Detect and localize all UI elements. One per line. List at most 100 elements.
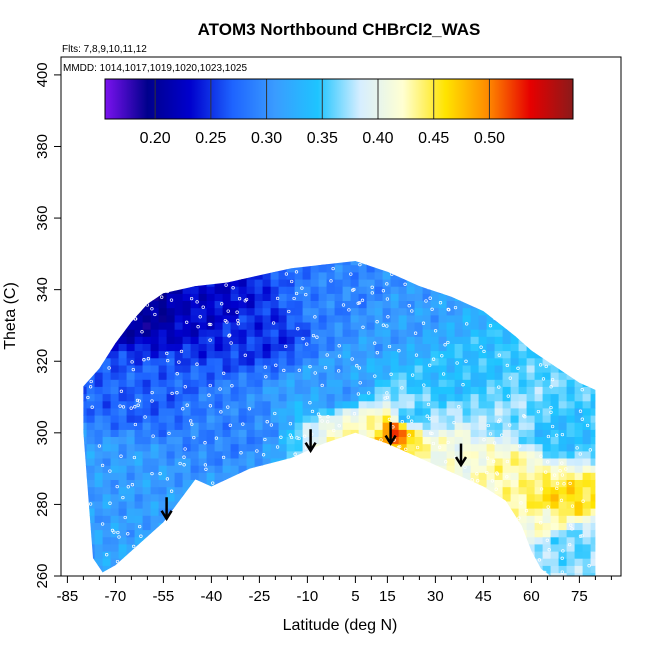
heat-cell [174, 515, 184, 523]
heat-cell [102, 436, 112, 445]
heat-cell [198, 300, 208, 309]
sample-point [369, 546, 373, 551]
heat-cell [607, 329, 616, 337]
heat-cell [502, 314, 512, 323]
sample-point [598, 416, 601, 419]
heat-cell [86, 314, 96, 323]
sample-point [442, 266, 447, 271]
heat-cell [270, 343, 280, 352]
heat-cell [526, 379, 536, 387]
heat-cell [174, 479, 184, 488]
heat-cell [83, 314, 88, 323]
heat-cell [566, 565, 576, 574]
heat-cell [206, 436, 216, 445]
heat-cell [118, 321, 128, 330]
heat-cell [126, 422, 136, 430]
heat-cell [510, 372, 520, 380]
heat-cell [414, 508, 424, 516]
sample-point [226, 405, 230, 409]
heat-cell [446, 350, 456, 359]
sample-point [339, 486, 344, 490]
sample-point [389, 566, 393, 570]
heat-cell [198, 357, 208, 366]
heat-cell [94, 429, 104, 437]
heat-cell [366, 264, 376, 273]
heat-cell [174, 414, 184, 423]
heat-cell [478, 429, 488, 437]
heat-cell [71, 558, 80, 566]
heat-cell [190, 393, 200, 402]
heat-cell [414, 450, 424, 459]
heat-cell [246, 350, 256, 359]
heat-cell [86, 479, 96, 488]
heat-cell [126, 457, 136, 466]
heat-cell [302, 372, 312, 380]
heat-cell [326, 422, 336, 430]
heat-cell [126, 443, 136, 452]
heat-cell [518, 508, 528, 516]
heat-cell [142, 307, 152, 316]
heat-cell [438, 493, 448, 502]
heat-cell [166, 479, 176, 488]
heat-cell [599, 372, 608, 380]
sample-point [505, 475, 509, 479]
heat-cell [246, 558, 256, 566]
sample-point [374, 440, 378, 444]
heat-cell [599, 415, 608, 423]
heat-cell [470, 314, 480, 323]
sample-point [219, 552, 223, 556]
heat-cell [486, 515, 496, 523]
heat-cell [166, 550, 176, 559]
colorbar-tick-label: 0.20 [140, 130, 171, 147]
heat-cell [190, 457, 200, 466]
heat-cell [438, 386, 448, 395]
heat-cell [574, 529, 584, 538]
heat-cell [222, 436, 232, 445]
heat-cell [550, 515, 560, 523]
heat-cell [558, 558, 568, 566]
heat-cell [599, 515, 608, 523]
heat-cell [582, 450, 592, 459]
heat-cell [342, 450, 352, 459]
heat-cell [262, 472, 272, 480]
heat-cell [566, 286, 576, 294]
heat-cell [430, 550, 440, 559]
heat-cell [582, 329, 592, 337]
heat-cell [590, 522, 596, 531]
heat-cell [358, 364, 368, 373]
heat-cell [599, 429, 608, 437]
heat-cell [590, 536, 596, 545]
heat-cell [494, 286, 504, 294]
heat-cell [310, 329, 320, 337]
heat-cell [462, 261, 472, 266]
heat-cell [422, 429, 432, 437]
heat-cell [94, 407, 104, 416]
sample-point [239, 451, 243, 455]
heat-cell [358, 264, 368, 273]
sample-point [313, 371, 317, 375]
heat-cell [470, 536, 480, 545]
heat-cell [542, 457, 552, 466]
heat-cell [438, 443, 448, 452]
heat-cell [398, 336, 408, 344]
heat-cell [83, 436, 88, 445]
heat-cell [158, 543, 168, 552]
heat-cell [262, 429, 272, 437]
heat-cell [198, 407, 208, 416]
heat-cell [342, 493, 352, 502]
heat-cell [550, 314, 560, 323]
heat-cell [430, 472, 440, 480]
heat-cell [574, 565, 584, 574]
sample-point [317, 452, 321, 456]
heat-cell [406, 300, 416, 309]
heat-cell [374, 300, 384, 309]
heat-cell [406, 558, 416, 566]
heat-cell [326, 407, 336, 416]
heat-cell [182, 264, 192, 273]
sample-point [352, 287, 356, 292]
heat-cell [254, 414, 264, 423]
heat-cell [358, 379, 368, 387]
heat-cell [83, 486, 88, 495]
heat-cell [406, 436, 416, 445]
heat-cell [486, 558, 496, 566]
